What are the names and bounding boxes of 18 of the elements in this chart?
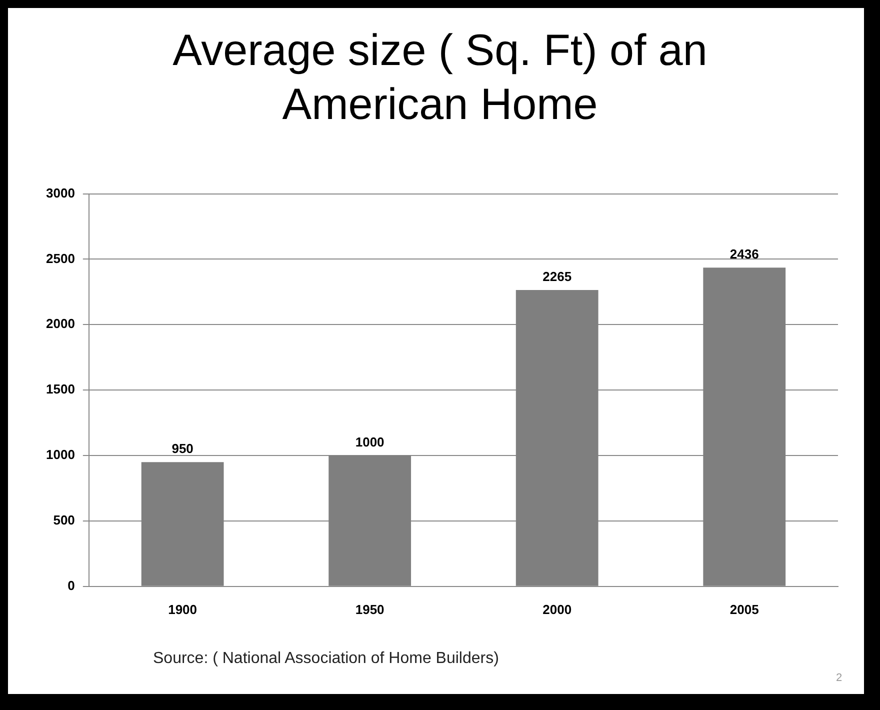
y-tick-label: 2000 — [46, 316, 75, 332]
y-tick-label: 0 — [68, 578, 75, 593]
source-note: Source: ( National Association of Home Builders) — [153, 650, 499, 668]
y-tick-label: 1500 — [46, 382, 75, 397]
x-tick-label: 1950 — [355, 602, 384, 617]
y-tick-label: 3000 — [46, 185, 75, 200]
y-tick-label: 2500 — [46, 250, 75, 266]
data-label: 2265 — [542, 269, 572, 284]
data-label: 1000 — [355, 434, 384, 450]
y-tick-label: 500 — [53, 512, 75, 528]
data-label: 950 — [172, 441, 194, 456]
y-tick-label: 1000 — [46, 447, 75, 462]
x-tick-label: 2005 — [730, 602, 759, 617]
data-label: 2436 — [730, 246, 759, 262]
x-tick-label: 1900 — [168, 602, 198, 617]
chart-title: Average size ( Sq. Ft) of an American Home — [172, 25, 708, 131]
text: 2 — [836, 672, 842, 684]
x-tick-label: 2000 — [542, 602, 572, 617]
